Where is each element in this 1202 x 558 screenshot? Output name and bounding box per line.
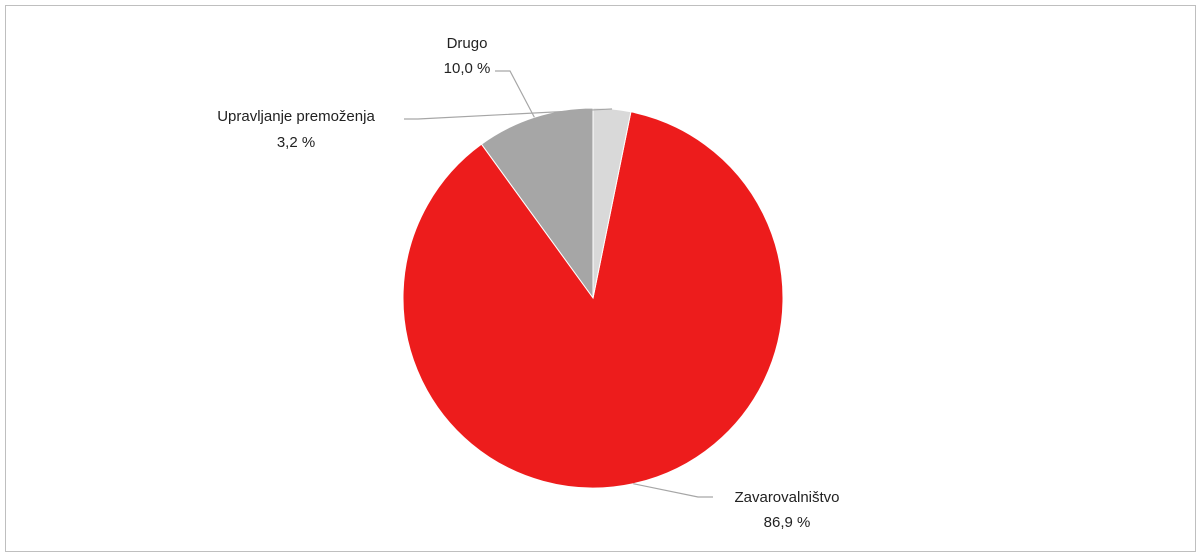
slice-label-drugo-name: Drugo <box>447 35 488 52</box>
leader-line-drugo <box>495 70 535 118</box>
slice-label-zavarovalnistvo-value: 86,9 % <box>764 514 811 531</box>
data-labels: Drugo 10,0 % Upravljanje premoženja 3,2 … <box>217 35 839 531</box>
slice-label-upravljanje-value: 3,2 % <box>277 134 315 151</box>
slice-label-drugo-value: 10,0 % <box>444 60 491 77</box>
pie-slices <box>402 107 784 489</box>
slice-label-upravljanje-name: Upravljanje premoženja <box>217 108 375 125</box>
pie-slice-zavarovalni-tvo <box>402 111 784 489</box>
slice-label-zavarovalnistvo-name: Zavarovalništvo <box>734 489 839 506</box>
leader-lines <box>404 70 713 498</box>
leader-line-upravljanje-premo-enja <box>404 108 613 120</box>
pie-slice-drugo <box>480 107 594 300</box>
leader-line-zavarovalni-tvo <box>633 483 713 498</box>
